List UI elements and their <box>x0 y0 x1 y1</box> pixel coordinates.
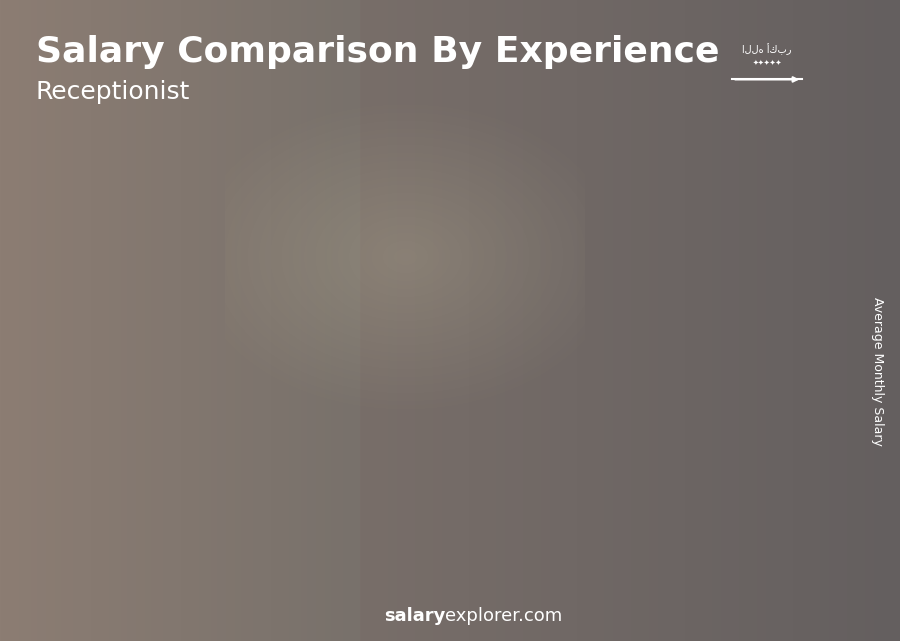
Polygon shape <box>338 339 402 564</box>
Polygon shape <box>214 403 278 564</box>
Polygon shape <box>586 271 650 564</box>
Text: explorer.com: explorer.com <box>446 607 562 625</box>
Text: 5,640 SAR: 5,640 SAR <box>212 372 298 390</box>
Text: 9,500 SAR: 9,500 SAR <box>459 259 545 277</box>
Polygon shape <box>278 399 293 564</box>
Text: 10,300 SAR: 10,300 SAR <box>583 235 680 253</box>
Text: +20%: +20% <box>389 211 474 237</box>
Polygon shape <box>462 294 526 564</box>
Polygon shape <box>338 332 417 339</box>
Polygon shape <box>155 437 169 564</box>
Polygon shape <box>650 262 665 564</box>
Text: +8%: +8% <box>646 176 713 201</box>
Text: +31%: +31% <box>141 333 227 359</box>
Polygon shape <box>526 285 541 564</box>
Polygon shape <box>774 238 788 564</box>
Polygon shape <box>90 441 155 564</box>
Polygon shape <box>402 332 417 564</box>
Polygon shape <box>462 285 541 294</box>
Polygon shape <box>90 437 169 441</box>
Text: Salary Comparison By Experience: Salary Comparison By Experience <box>36 35 719 69</box>
Polygon shape <box>586 262 665 271</box>
Text: Average Monthly Salary: Average Monthly Salary <box>871 297 884 446</box>
Text: +9%: +9% <box>522 196 590 222</box>
Text: الله أكبر: الله أكبر <box>742 44 792 55</box>
Polygon shape <box>709 238 788 248</box>
Text: +40%: +40% <box>266 255 350 281</box>
Polygon shape <box>214 399 293 403</box>
Text: salary: salary <box>384 607 446 625</box>
Text: ✦✦✦✦✦: ✦✦✦✦✦ <box>752 60 782 65</box>
Text: Receptionist: Receptionist <box>36 80 191 104</box>
Text: 7,900 SAR: 7,900 SAR <box>335 306 421 324</box>
Text: 4,320 SAR: 4,320 SAR <box>87 412 174 430</box>
Polygon shape <box>709 248 774 564</box>
Text: 11,100 SAR: 11,100 SAR <box>706 212 805 229</box>
